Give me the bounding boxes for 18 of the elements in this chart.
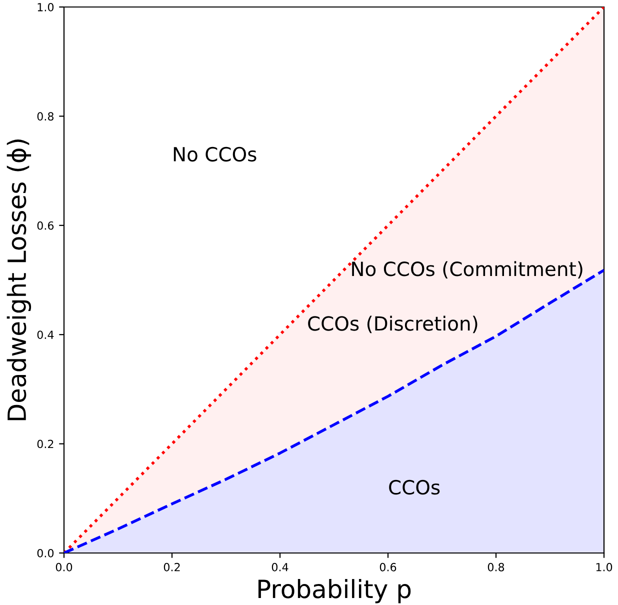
x-tick-label: 0.8 bbox=[488, 562, 504, 572]
annotation: No CCOs bbox=[174, 146, 256, 162]
y-tick-label: 0.4 bbox=[37, 330, 54, 339]
annotation: CCOs bbox=[389, 480, 440, 495]
y-tick-label: 0.6 bbox=[37, 221, 54, 230]
x-tick-label: 0.2 bbox=[164, 562, 180, 572]
x-tick-label: 0.4 bbox=[272, 562, 288, 572]
x-tick-label: 0.6 bbox=[380, 562, 396, 572]
x-tick-label: 1.0 bbox=[596, 562, 612, 572]
x-tick-label: 0.0 bbox=[56, 562, 72, 572]
x-axis-title: Probability p bbox=[258, 579, 411, 604]
y-tick-label: 0.0 bbox=[37, 548, 54, 558]
annotation: CCOs (Discretion) bbox=[308, 316, 478, 334]
y-axis-title: Deadweight Losses (ϕ) bbox=[6, 140, 32, 420]
y-tick-label: 1.0 bbox=[38, 2, 54, 12]
y-tick-label: 0.2 bbox=[37, 440, 54, 448]
annotation: No CCOs (Commitment) bbox=[352, 261, 582, 279]
y-tick-label: 0.8 bbox=[37, 112, 54, 121]
